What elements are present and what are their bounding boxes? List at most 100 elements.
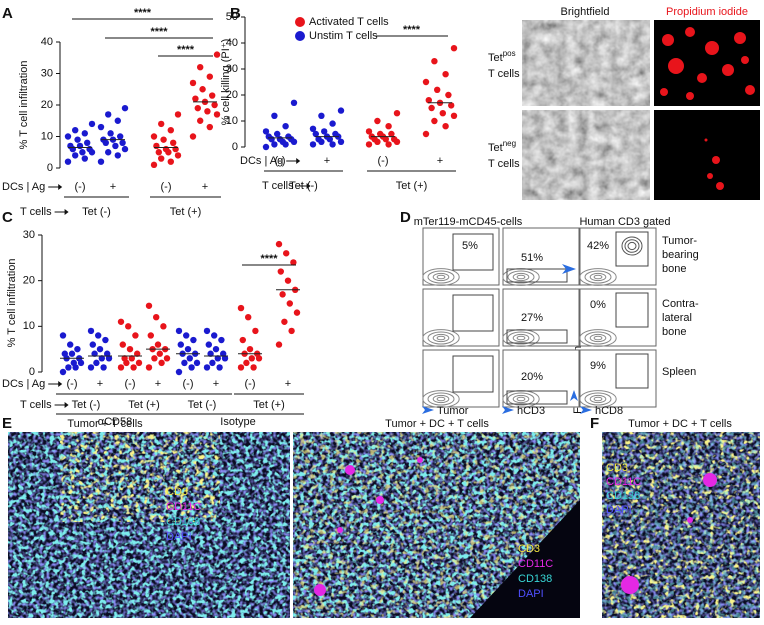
data-point	[237, 364, 245, 371]
y-tick-label: 0	[232, 141, 238, 153]
row-label: DCs | Ag	[2, 378, 45, 390]
data-point	[135, 359, 143, 367]
data-point	[365, 141, 373, 148]
data-point	[151, 355, 158, 362]
significance-label: ****	[134, 7, 152, 19]
contour	[584, 270, 612, 284]
data-point	[199, 86, 206, 93]
data-point	[105, 111, 112, 118]
data-point	[181, 359, 188, 367]
panel-letter: B	[230, 5, 241, 22]
data-point	[87, 327, 95, 335]
contour	[427, 392, 455, 406]
data-point	[107, 130, 114, 137]
data-point	[309, 141, 317, 148]
data-point	[283, 250, 290, 257]
data-point	[121, 145, 129, 153]
data-point	[216, 364, 223, 371]
data-point	[318, 112, 325, 120]
data-point	[329, 141, 336, 148]
data-point	[213, 111, 221, 118]
data-point	[153, 314, 160, 321]
gate	[452, 294, 494, 332]
contour	[432, 272, 450, 282]
flow-plot	[502, 288, 580, 347]
data-point	[431, 117, 438, 125]
y-tick-label: 30	[23, 229, 35, 241]
contour	[579, 329, 617, 347]
contour	[516, 274, 526, 280]
data-point	[158, 359, 165, 367]
contour	[593, 335, 603, 341]
category-label: (-)	[275, 155, 286, 167]
y-tick-label: 20	[226, 89, 238, 101]
data-point	[68, 350, 76, 357]
data-point	[329, 120, 336, 127]
significance-label: ****	[403, 24, 421, 36]
data-point	[279, 291, 286, 298]
data-point	[197, 63, 204, 71]
treatment-label: Isotype	[220, 416, 255, 428]
data-point	[209, 359, 216, 367]
flow-x-label: hCD8	[595, 405, 623, 417]
flow-plot	[422, 227, 500, 286]
data-point	[193, 359, 201, 367]
data-point	[214, 355, 221, 362]
stain-label: CD11C	[606, 476, 641, 488]
data-point	[81, 155, 89, 162]
stain-label: CD3	[606, 462, 628, 474]
y-tick-label: 40	[41, 36, 53, 48]
tcell-group-label: Tet (-)	[72, 399, 101, 411]
flow-row-label: bearing	[662, 249, 699, 261]
data-point	[147, 332, 154, 339]
gate-percent: 20%	[521, 371, 543, 383]
data-point	[174, 152, 182, 159]
data-point	[212, 345, 220, 353]
data-point	[84, 139, 91, 146]
data-point	[192, 95, 199, 102]
flow-plot	[579, 349, 657, 408]
data-point	[374, 117, 381, 125]
stain-label: CD11C	[166, 501, 201, 513]
category-label: (-)	[245, 378, 256, 390]
data-point	[237, 304, 245, 312]
category-label: (-)	[161, 181, 172, 193]
gate	[506, 268, 568, 283]
data-point	[450, 112, 458, 120]
blue-arrow	[570, 390, 578, 401]
data-point	[203, 364, 211, 371]
data-point	[70, 359, 78, 367]
stain-label: CD3	[518, 543, 540, 555]
data-point	[315, 136, 322, 143]
tcell-group-label: Tet (+)	[253, 399, 284, 411]
data-point	[167, 158, 174, 165]
data-point	[119, 139, 126, 146]
data-point	[422, 130, 430, 138]
category-label: +	[110, 181, 116, 193]
stain-label: CD138	[606, 490, 640, 502]
contour	[589, 272, 607, 282]
data-point	[89, 341, 97, 348]
data-point	[95, 332, 102, 339]
row-label: DCs | Ag	[240, 155, 283, 167]
y-axis-label: % T cell infiltration	[6, 259, 18, 348]
data-point	[174, 111, 182, 118]
data-point	[117, 318, 125, 325]
flow-plot	[579, 288, 657, 347]
data-point	[365, 128, 373, 135]
data-point	[177, 341, 184, 348]
contour	[593, 396, 603, 402]
contour	[589, 333, 607, 343]
image-row-label: T cells	[488, 158, 520, 170]
stain-label: CD138	[518, 573, 552, 585]
data-point	[275, 341, 283, 348]
contour	[427, 270, 455, 284]
data-point	[188, 364, 195, 371]
panel-letter: D	[400, 209, 411, 226]
data-point	[282, 123, 289, 130]
image-row-label: T cells	[488, 68, 520, 80]
data-point	[337, 138, 345, 145]
category-label: (-)	[125, 378, 136, 390]
data-point	[114, 152, 122, 159]
data-point	[128, 355, 135, 362]
